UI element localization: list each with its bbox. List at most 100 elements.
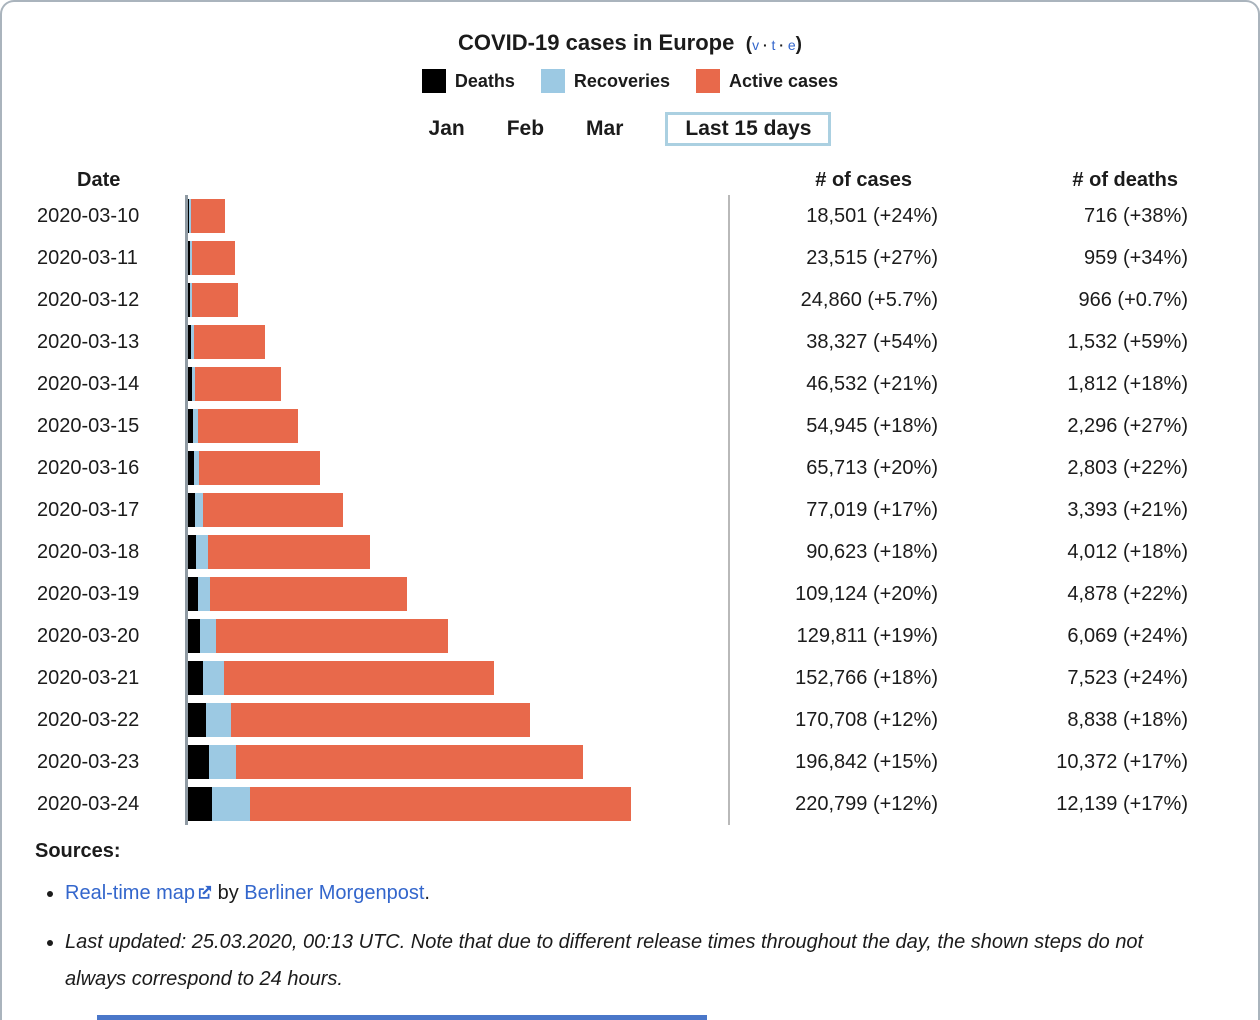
cases-column-header: # of cases xyxy=(815,168,912,191)
bar-segment-deaths xyxy=(188,199,190,233)
stacked-bar-cell xyxy=(185,573,730,615)
stacked-bar-cell xyxy=(185,405,730,447)
bar-segment-recoveries xyxy=(189,283,193,317)
deaths-value: 2,803 (+22%) xyxy=(1067,456,1188,479)
date-label: 2020-03-11 xyxy=(37,246,138,269)
bar-segment-recoveries xyxy=(189,241,192,275)
table-row: 2020-03-23 196,842 (+15%) 10,372 (+17%) xyxy=(2,741,1258,783)
date-label: 2020-03-17 xyxy=(37,498,140,521)
sources-heading: Sources: xyxy=(35,840,121,862)
bar-segment-active-cases xyxy=(207,535,370,569)
page-title: COVID-19 cases in Europe (v · t · e) xyxy=(2,2,1258,56)
deaths-column-header: # of deaths xyxy=(1072,168,1178,191)
bar-segment-deaths xyxy=(188,535,197,569)
tab-last-15-days[interactable]: Last 15 days xyxy=(665,112,832,146)
bar-segment-active-cases xyxy=(216,619,449,653)
table-row: 2020-03-13 38,327 (+54%) 1,532 (+59%) xyxy=(2,321,1258,363)
bar-segment-deaths xyxy=(188,409,193,443)
sources-section: Sources: Real-time map by Berliner Morge… xyxy=(35,840,1258,998)
cases-value: 196,842 (+15%) xyxy=(795,750,938,773)
chart-table-rows: 2020-03-10 18,501 (+24%) 716 (+38%) 2020-03… xyxy=(2,195,1258,825)
deaths-value: 12,139 (+17%) xyxy=(1056,792,1188,815)
bar-segment-active-cases xyxy=(235,745,583,779)
bar-segment-deaths xyxy=(188,451,194,485)
source-item-map: Real-time map by Berliner Morgenpost. xyxy=(65,875,1195,912)
legend-label: Active cases xyxy=(729,70,839,91)
bar-segment-active-cases xyxy=(191,199,226,233)
table-row: 2020-03-10 18,501 (+24%) 716 (+38%) xyxy=(2,195,1258,237)
date-label: 2020-03-19 xyxy=(37,582,140,605)
bar-segment-recoveries xyxy=(205,703,231,737)
deaths-value: 7,523 (+24%) xyxy=(1067,666,1188,689)
publisher-link[interactable]: Berliner Morgenpost xyxy=(244,882,425,904)
time-range-tabs: Jan Feb Mar Last 15 days xyxy=(2,112,1258,146)
table-header-row: Date # of cases # of deaths xyxy=(2,165,1258,195)
bar-segment-deaths xyxy=(188,577,198,611)
last-updated-note: Last updated: 25.03.2020, 00:13 UTC. Not… xyxy=(65,924,1195,998)
edit-template-link[interactable]: e xyxy=(787,37,796,53)
bar-segment-active-cases xyxy=(199,451,320,485)
stacked-bar-cell xyxy=(185,447,730,489)
date-label: 2020-03-23 xyxy=(37,750,140,773)
bar-segment-deaths xyxy=(188,493,195,527)
cases-value: 18,501 (+24%) xyxy=(806,204,938,227)
tab-jan[interactable]: Jan xyxy=(428,117,465,140)
bar-segment-recoveries xyxy=(191,367,196,401)
table-row: 2020-03-12 24,860 (+5.7%) 966 (+0.7%) xyxy=(2,279,1258,321)
bar-segment-active-cases xyxy=(224,661,495,695)
cases-value: 90,623 (+18%) xyxy=(806,540,938,563)
deaths-value: 10,372 (+17%) xyxy=(1056,750,1188,773)
bar-segment-recoveries xyxy=(189,199,192,233)
table-row: 2020-03-24 220,799 (+12%) 12,139 (+17%) xyxy=(2,783,1258,825)
deaths-value: 716 (+38%) xyxy=(1084,204,1188,227)
stacked-bar xyxy=(188,367,282,401)
bar-segment-recoveries xyxy=(191,325,194,359)
legend-item-active-cases: Active cases xyxy=(696,69,838,93)
stacked-bar xyxy=(188,535,370,569)
stacked-bar-cell xyxy=(185,363,730,405)
stacked-bar-cell xyxy=(185,531,730,573)
realtime-map-link[interactable]: Real-time map xyxy=(65,882,196,904)
table-row: 2020-03-22 170,708 (+12%) 8,838 (+18%) xyxy=(2,699,1258,741)
chart-legend: Deaths Recoveries Active cases xyxy=(2,69,1258,93)
deaths-value: 4,878 (+22%) xyxy=(1067,582,1188,605)
date-label: 2020-03-16 xyxy=(37,456,140,479)
talk-template-link[interactable]: t xyxy=(771,37,776,53)
stacked-bar xyxy=(188,199,226,233)
date-label: 2020-03-18 xyxy=(37,540,140,563)
stacked-bar-cell xyxy=(185,783,730,825)
date-label: 2020-03-12 xyxy=(37,288,140,311)
stacked-bar xyxy=(188,577,407,611)
deaths-value: 1,812 (+18%) xyxy=(1067,372,1188,395)
bar-segment-active-cases xyxy=(192,283,238,317)
stacked-bar-cell xyxy=(185,237,730,279)
tab-mar[interactable]: Mar xyxy=(586,117,624,140)
stacked-bar-cell xyxy=(185,489,730,531)
legend-item-deaths: Deaths xyxy=(421,69,515,93)
cases-value: 129,811 (+19%) xyxy=(796,624,938,647)
bar-segment-recoveries xyxy=(197,577,210,611)
date-label: 2020-03-20 xyxy=(37,624,140,647)
tab-feb[interactable]: Feb xyxy=(506,117,545,140)
stacked-bar xyxy=(188,451,320,485)
view-template-link[interactable]: v xyxy=(752,37,760,53)
deaths-value: 966 (+0.7%) xyxy=(1078,288,1188,311)
deaths-value: 6,069 (+24%) xyxy=(1067,624,1188,647)
bar-segment-deaths xyxy=(188,661,204,695)
legend-label: Recoveries xyxy=(573,70,670,91)
bar-segment-active-cases xyxy=(203,493,343,527)
cases-value: 77,019 (+17%) xyxy=(806,498,938,521)
stacked-bar xyxy=(188,745,583,779)
bar-segment-active-cases xyxy=(209,577,407,611)
stacked-bar xyxy=(188,619,449,653)
period-text: . xyxy=(424,882,430,904)
legend-label: Deaths xyxy=(454,70,515,91)
bar-segment-deaths xyxy=(188,283,190,317)
date-label: 2020-03-15 xyxy=(37,414,140,437)
cases-value: 24,860 (+5.7%) xyxy=(800,288,938,311)
bar-segment-active-cases xyxy=(195,367,282,401)
table-row: 2020-03-17 77,019 (+17%) 3,393 (+21%) xyxy=(2,489,1258,531)
bar-segment-active-cases xyxy=(191,241,236,275)
date-label: 2020-03-21 xyxy=(37,666,140,689)
external-link-icon xyxy=(198,875,212,912)
